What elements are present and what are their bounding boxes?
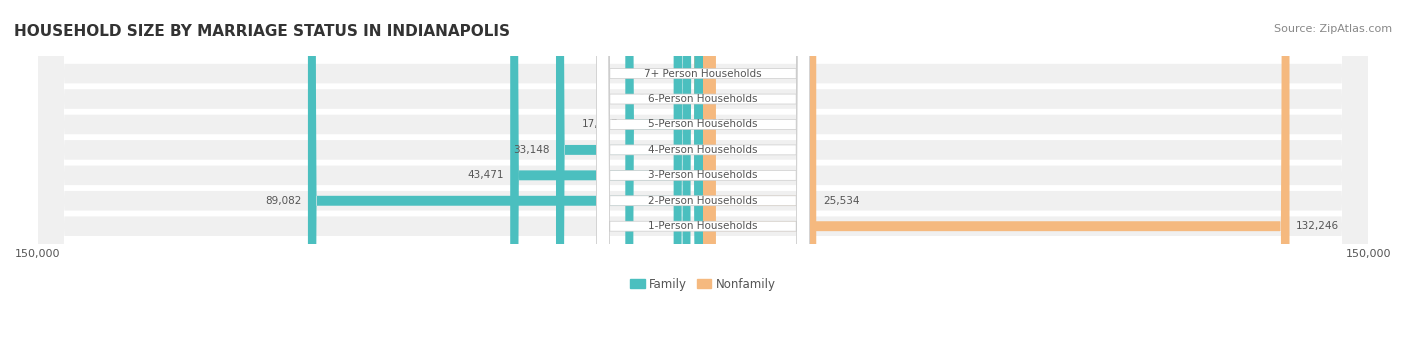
FancyBboxPatch shape xyxy=(596,0,810,340)
FancyBboxPatch shape xyxy=(38,0,1368,340)
Text: 132,246: 132,246 xyxy=(1296,221,1340,231)
FancyBboxPatch shape xyxy=(695,0,711,340)
Text: HOUSEHOLD SIZE BY MARRIAGE STATUS IN INDIANAPOLIS: HOUSEHOLD SIZE BY MARRIAGE STATUS IN IND… xyxy=(14,24,510,39)
FancyBboxPatch shape xyxy=(38,0,1368,340)
FancyBboxPatch shape xyxy=(38,0,1368,340)
Text: 2: 2 xyxy=(710,69,716,79)
Text: 278: 278 xyxy=(711,119,731,130)
Text: Source: ZipAtlas.com: Source: ZipAtlas.com xyxy=(1274,24,1392,34)
FancyBboxPatch shape xyxy=(596,0,810,340)
Text: 43,471: 43,471 xyxy=(467,170,503,180)
Text: 1-Person Households: 1-Person Households xyxy=(648,221,758,231)
FancyBboxPatch shape xyxy=(596,0,810,340)
Text: 17,517: 17,517 xyxy=(582,119,619,130)
FancyBboxPatch shape xyxy=(38,0,1368,340)
Text: 5-Person Households: 5-Person Households xyxy=(648,119,758,130)
FancyBboxPatch shape xyxy=(308,0,703,340)
FancyBboxPatch shape xyxy=(510,0,703,340)
FancyBboxPatch shape xyxy=(696,0,711,340)
FancyBboxPatch shape xyxy=(703,0,817,340)
Text: 2-Person Households: 2-Person Households xyxy=(648,196,758,206)
FancyBboxPatch shape xyxy=(596,0,810,340)
Text: 3-Person Households: 3-Person Households xyxy=(648,170,758,180)
FancyBboxPatch shape xyxy=(695,0,711,340)
FancyBboxPatch shape xyxy=(596,0,810,340)
FancyBboxPatch shape xyxy=(38,0,1368,340)
Text: 2,918: 2,918 xyxy=(723,170,752,180)
FancyBboxPatch shape xyxy=(626,0,703,340)
Text: 902: 902 xyxy=(714,145,734,155)
Text: 89,082: 89,082 xyxy=(264,196,301,206)
Text: 4-Person Households: 4-Person Households xyxy=(648,145,758,155)
Text: 26: 26 xyxy=(710,94,723,104)
Text: 7+ Person Households: 7+ Person Households xyxy=(644,69,762,79)
Text: 6,622: 6,622 xyxy=(637,94,666,104)
FancyBboxPatch shape xyxy=(596,0,810,340)
FancyBboxPatch shape xyxy=(38,0,1368,340)
FancyBboxPatch shape xyxy=(673,0,703,340)
FancyBboxPatch shape xyxy=(699,0,711,340)
FancyBboxPatch shape xyxy=(38,0,1368,340)
Text: 6-Person Households: 6-Person Households xyxy=(648,94,758,104)
Legend: Family, Nonfamily: Family, Nonfamily xyxy=(630,278,776,291)
Text: 4,611: 4,611 xyxy=(645,69,676,79)
FancyBboxPatch shape xyxy=(703,0,716,340)
FancyBboxPatch shape xyxy=(682,0,703,340)
FancyBboxPatch shape xyxy=(555,0,703,340)
FancyBboxPatch shape xyxy=(703,0,1289,340)
Text: 33,148: 33,148 xyxy=(513,145,550,155)
FancyBboxPatch shape xyxy=(596,0,810,340)
Text: 25,534: 25,534 xyxy=(823,196,859,206)
